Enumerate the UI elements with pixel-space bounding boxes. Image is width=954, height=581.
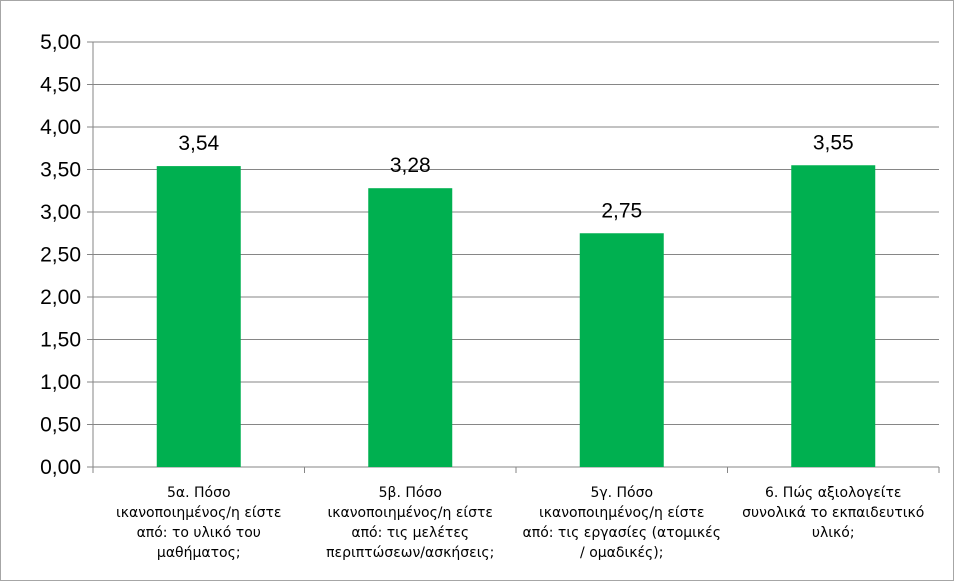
category-label-line: 5γ. Πόσο xyxy=(590,485,654,501)
y-tick-label: 2,50 xyxy=(40,244,81,267)
category-label: 6. Πώς αξιολογείτε συνολικά το εκπαιδευτι… xyxy=(733,483,933,543)
bar xyxy=(579,233,664,467)
y-tick-label: 4,00 xyxy=(40,116,81,139)
y-tick-label: 1,00 xyxy=(40,371,81,394)
category-label-line: ικανοποιημένος/η είστε xyxy=(539,505,705,521)
y-tick-label: 3,50 xyxy=(40,159,81,182)
category-label-line: συνολικά το εκπαιδευτικό xyxy=(742,505,925,521)
category-label-line: από: τις μελέτες xyxy=(351,525,470,541)
category-label-line: 5α. Πόσο xyxy=(166,485,231,501)
category-label-line: μαθήματος; xyxy=(156,545,241,561)
data-label: 3,55 xyxy=(813,131,854,154)
category-label: 5γ. Πόσο ικανοποιημένος/η είστε από: τις ε… xyxy=(522,483,722,563)
category-label-line: υλικό; xyxy=(811,525,855,541)
data-label: 2,75 xyxy=(601,199,642,222)
category-label-line: από: το υλικό του xyxy=(136,525,261,541)
bar xyxy=(156,166,241,467)
category-label-line: ικανοποιημένος/η είστε xyxy=(327,505,494,521)
category-label-line: 5β. Πόσο xyxy=(378,485,442,501)
bar xyxy=(368,188,453,467)
data-label: 3,28 xyxy=(390,154,431,177)
y-tick-label: 0,50 xyxy=(40,414,81,437)
y-tick-label: 5,00 xyxy=(40,31,81,54)
y-tick-label: 0,00 xyxy=(40,456,81,479)
y-tick-label: 3,00 xyxy=(40,201,81,224)
data-label: 3,54 xyxy=(178,132,219,155)
category-label-line: ικανοποιημένος/η είστε xyxy=(116,505,282,521)
category-label: 5β. Πόσο ικανοποιημένος/η είστε από: τις μ… xyxy=(310,483,510,563)
y-tick-label: 1,50 xyxy=(40,329,81,352)
category-label: 5α. Πόσο ικανοποιημένος/η είστε από: το υλ… xyxy=(99,483,299,563)
category-label-line: 6. Πώς αξιολογείτε xyxy=(765,485,902,501)
category-label-line: από: τις εργασίες (ατομικές xyxy=(522,525,721,541)
category-label-line: περιπτώσεων/ασκήσεις; xyxy=(326,545,495,561)
y-tick-label: 4,50 xyxy=(40,74,81,97)
category-label-line: / ομαδικές); xyxy=(580,545,664,561)
bar xyxy=(791,165,876,467)
y-tick-label: 2,00 xyxy=(40,286,81,309)
